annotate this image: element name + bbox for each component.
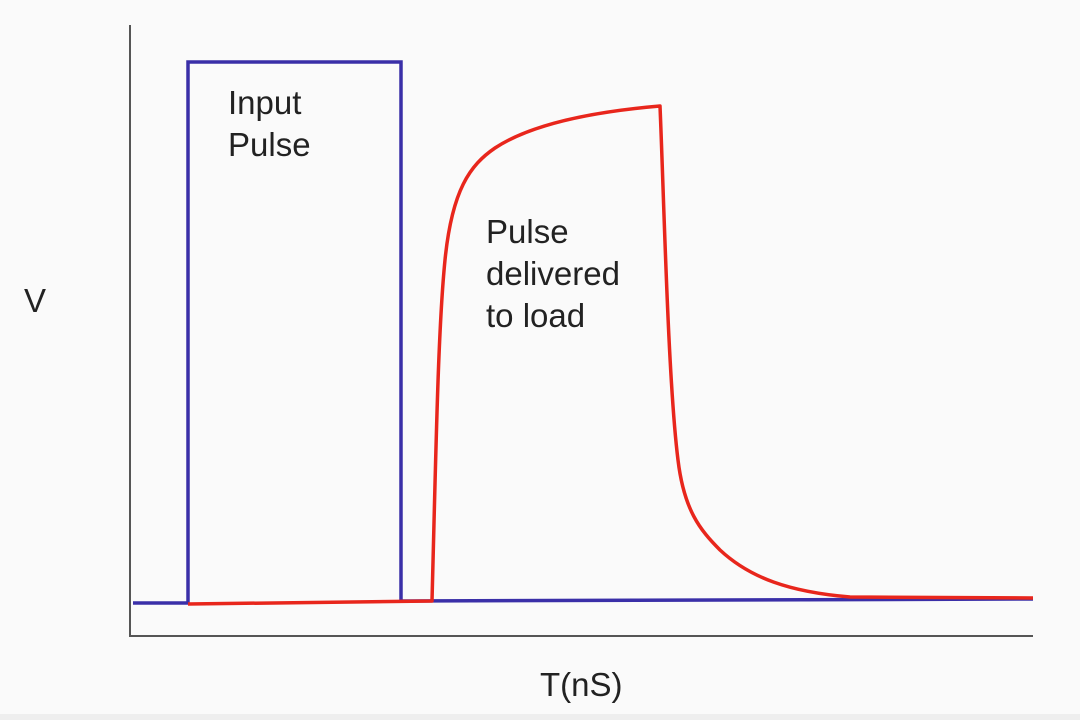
output-pulse-label-line: delivered bbox=[486, 255, 620, 292]
y-axis-label: V bbox=[24, 282, 47, 319]
input-pulse-label-line: Pulse bbox=[228, 126, 311, 163]
output-pulse-label-line: Pulse bbox=[486, 213, 569, 250]
output-pulse-label-line: to load bbox=[486, 297, 586, 334]
x-axis-label: T(nS) bbox=[540, 666, 623, 703]
input-pulse-line bbox=[133, 60, 1034, 605]
output-pulse-label: Pulse delivered to load bbox=[486, 211, 620, 337]
output-pulse-line bbox=[187, 104, 1034, 606]
input-pulse-label-line: Input bbox=[228, 84, 302, 121]
input-pulse-label: Input Pulse bbox=[228, 82, 311, 166]
bottom-band bbox=[0, 714, 1080, 720]
